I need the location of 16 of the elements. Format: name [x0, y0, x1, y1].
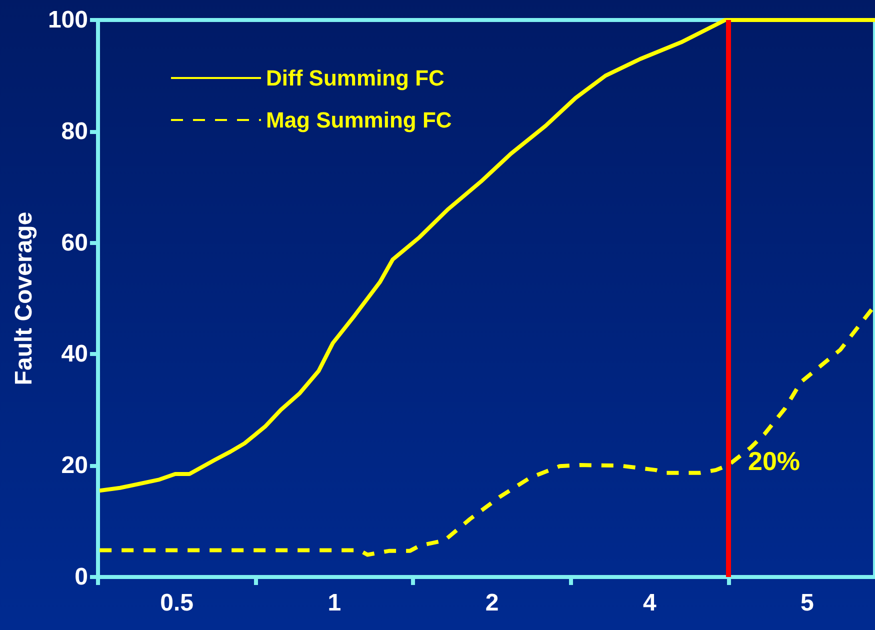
legend-label: Diff Summing FC: [266, 66, 445, 90]
y-tick-label: 80: [61, 118, 88, 145]
y-tick-label: 60: [61, 229, 88, 256]
y-tick-label: 100: [48, 6, 88, 34]
x-tick-label: 0.5: [160, 590, 194, 616]
annotation: 20%: [748, 446, 800, 476]
y-axis-title: Fault Coverage: [10, 212, 38, 386]
line-series: [98, 18, 875, 493]
y-tick-label: 0: [74, 564, 88, 590]
y-tick-label: 20: [61, 452, 88, 480]
x-tick-label: 5: [800, 590, 814, 616]
x-tick-label: 1: [328, 590, 342, 616]
y-tick-label: 40: [61, 340, 88, 368]
x-tick-label: 2: [485, 590, 499, 616]
legend-label: Mag Summing FC: [266, 108, 452, 132]
x-tick-label: 4: [642, 590, 657, 616]
